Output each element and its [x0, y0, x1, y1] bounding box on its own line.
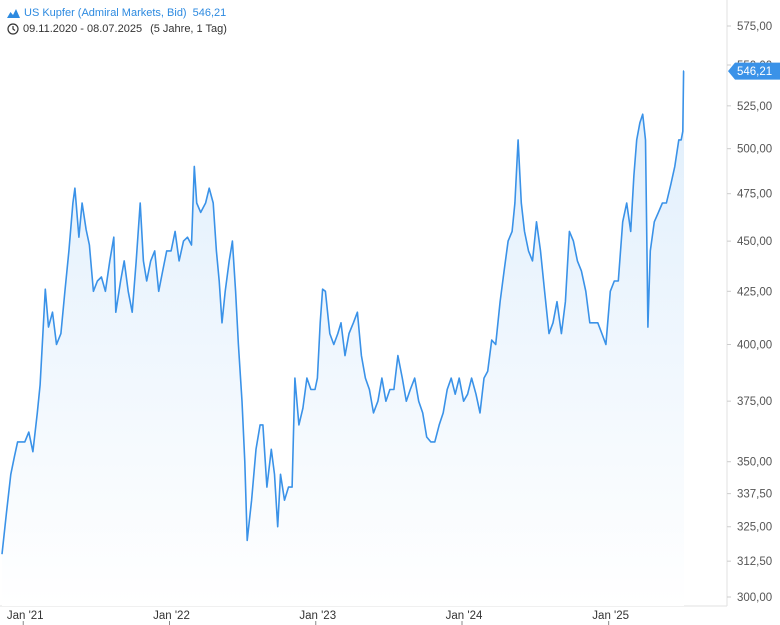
range-row: 09.11.2020 - 08.07.2025 (5 Jahre, 1 Tag) — [7, 21, 227, 37]
title-row: US Kupfer (Admiral Markets, Bid) 546,21 — [7, 5, 227, 21]
y-tick-label: 325,00 — [737, 522, 772, 534]
date-range: 09.11.2020 - 08.07.2025 — [23, 23, 143, 35]
last-price-label: 546,21 — [737, 66, 772, 78]
y-tick-label: 312,50 — [737, 556, 772, 568]
y-tick-label: 350,00 — [737, 457, 772, 469]
y-tick-label: 525,00 — [737, 101, 772, 113]
x-tick-label: Jan '24 — [446, 610, 483, 622]
current-price: 546,21 — [192, 7, 227, 19]
y-tick-label: 500,00 — [737, 144, 772, 156]
last-price-tag — [728, 62, 780, 80]
x-axis-ticks: Jan '21 Jan '22 Jan '23 Jan '24 Jan '25 — [7, 610, 629, 625]
price-line[interactable] — [1, 70, 685, 555]
chart-header: US Kupfer (Admiral Markets, Bid) 546,21 … — [7, 5, 227, 37]
y-axis-ticks: 300,00 312,50 325,00 337,50 350,00 375,00 400,… — [727, 21, 772, 604]
instrument-name: US Kupfer (Admiral Markets, Bid) — [24, 7, 187, 19]
y-tick-label: 337,50 — [737, 489, 772, 501]
x-tick-label: Jan '21 — [7, 610, 44, 622]
last-price-marker: 546,21 — [728, 62, 780, 80]
x-tick-label: Jan '23 — [299, 610, 336, 622]
period-label: (5 Jahre, 1 Tag) — [150, 23, 227, 35]
x-tick-label: Jan '25 — [592, 610, 629, 622]
y-tick-label: 425,00 — [737, 286, 772, 298]
price-area — [2, 71, 684, 607]
clock-icon — [7, 23, 19, 35]
y-tick-label: 575,00 — [737, 21, 772, 33]
y-tick-label: 475,00 — [737, 189, 772, 201]
y-tick-label: 300,00 — [737, 592, 772, 604]
y-tick-label: 450,00 — [737, 236, 772, 248]
y-tick-label: 375,00 — [737, 396, 772, 408]
mountain-chart-icon — [7, 8, 20, 18]
x-tick-label: Jan '22 — [153, 610, 190, 622]
y-tick-label: 400,00 — [737, 340, 772, 352]
